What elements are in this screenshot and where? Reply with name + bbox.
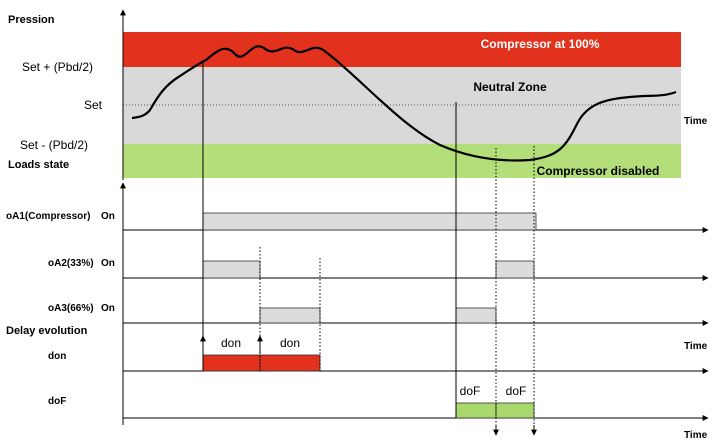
oa2-on-label: On: [101, 258, 115, 269]
compressor-100-label: Compressor at 100%: [481, 37, 600, 51]
oa1-on-label: On: [101, 211, 115, 222]
oa3-on-label: On: [101, 303, 115, 314]
dof-bar-1-label: doF: [460, 384, 481, 398]
time-label-middle: Time: [684, 341, 708, 352]
oa3-on-bar-1: [259, 307, 321, 324]
don-bar-2-label: don: [280, 336, 300, 350]
compressor-100-zone: [123, 32, 681, 67]
pressure-curve: [131, 45, 677, 162]
oa1-label: oA1(Compressor): [6, 211, 90, 222]
oa3-label: oA3(66%): [48, 303, 94, 314]
oa2-on-bar-2: [495, 260, 535, 279]
compressor-disabled-zone: [123, 144, 681, 178]
oa2-on-bar-1: [202, 260, 261, 279]
set-minus-label: Set - (Pbd/2): [20, 138, 88, 152]
loads-state-label: Loads state: [8, 159, 69, 171]
pression-label: Pression: [8, 14, 55, 26]
dof-label: doF: [48, 396, 66, 407]
oa1-on-bar: [202, 212, 537, 231]
neutral-zone-label: Neutral Zone: [473, 80, 547, 94]
delay-evolution-label: Delay evolution: [6, 325, 88, 337]
don-bar-1-label: don: [221, 336, 241, 350]
don-bar-1: [202, 354, 261, 372]
don-bar-2: [259, 354, 321, 372]
dof-bar-2-label: doF: [506, 384, 527, 398]
dof-bar-2: [495, 402, 535, 419]
dof-bar-1: [455, 402, 497, 419]
oa2-label: oA2(33%): [48, 258, 94, 269]
don-label: don: [48, 351, 66, 362]
compressor-disabled-label: Compressor disabled: [537, 164, 660, 178]
oa3-on-bar-2: [455, 307, 497, 324]
set-label: Set: [84, 98, 103, 112]
time-label-bottom: Time: [684, 430, 708, 440]
time-label-top: Time: [684, 116, 708, 127]
set-plus-label: Set + (Pbd/2): [22, 60, 93, 74]
